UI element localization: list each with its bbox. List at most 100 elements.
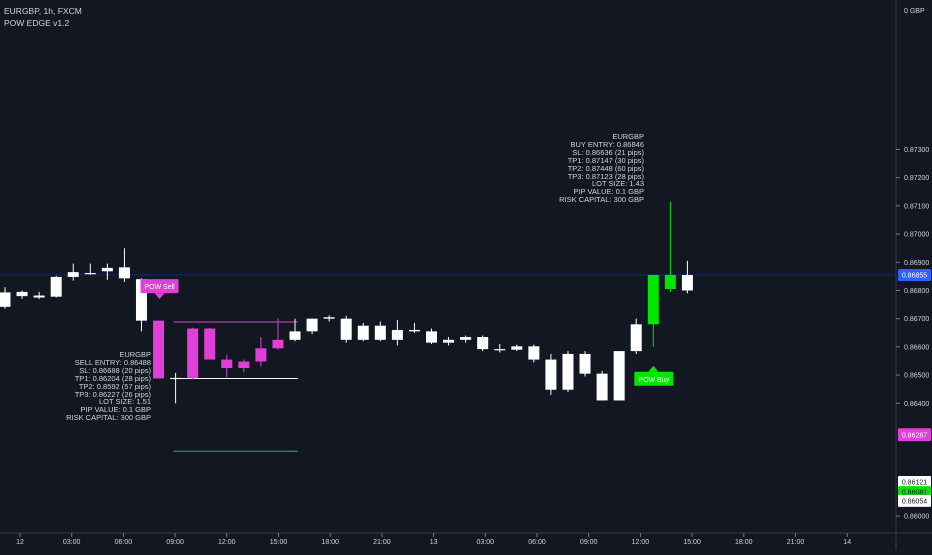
- candle-body[interactable]: [664, 274, 676, 290]
- candle-body[interactable]: [511, 346, 523, 350]
- price-tick-label: 0.87100: [904, 203, 929, 210]
- time-tick-label: 18:00: [735, 539, 753, 546]
- candle-body[interactable]: [477, 337, 489, 350]
- price-tick-label: 0.87200: [904, 175, 929, 182]
- buy-info-panel: EURGBP BUY ENTRY: 0.86846 SL: 0.86636 (21 …: [559, 133, 644, 204]
- buy-info-line: BUY ENTRY: 0.86846: [570, 139, 644, 149]
- candle-body[interactable]: [289, 331, 301, 340]
- price-tag: [898, 429, 931, 442]
- candle-body[interactable]: [204, 328, 216, 360]
- candle-body[interactable]: [374, 325, 386, 340]
- candle-body[interactable]: [391, 329, 403, 340]
- time-tick-label: 12: [16, 539, 24, 546]
- candle-body[interactable]: [613, 351, 625, 401]
- sell-info-line: TP2: 0.8592 (57 pips): [78, 381, 151, 391]
- candle-body[interactable]: [238, 361, 250, 369]
- price-tick-label: 0.87000: [904, 232, 929, 239]
- candle-body[interactable]: [170, 377, 182, 380]
- time-tick-label: 15:00: [683, 539, 701, 546]
- sell-signal-arrow: [154, 293, 165, 300]
- price-tick-label: 0.86900: [904, 260, 929, 267]
- price-tag-label: 0.86855: [902, 272, 927, 279]
- sell-info-line: TP1: 0.86204 (28 pips): [74, 373, 151, 383]
- candle-body[interactable]: [255, 348, 267, 362]
- buy-info-line: SL: 0.86636 (21 pips): [572, 147, 644, 157]
- price-tag-label: 0.86054: [902, 498, 927, 505]
- time-tick-label: 06:00: [528, 539, 546, 546]
- price-tick-label: 0.86700: [904, 316, 929, 323]
- price-tick-label: 0.86000: [904, 514, 929, 521]
- candle-body[interactable]: [0, 292, 11, 307]
- sell-info-line: SELL ENTRY: 0.86488: [74, 357, 151, 367]
- sell-info-panel: EURGBP SELL ENTRY: 0.86488 SL: 0.86688 (20…: [66, 351, 151, 422]
- candle-body[interactable]: [443, 339, 455, 343]
- candle-body[interactable]: [16, 291, 28, 297]
- candle-body[interactable]: [562, 353, 574, 390]
- candle-body[interactable]: [681, 274, 693, 291]
- sell-info-line: RISK CAPITAL: 300 GBP: [66, 413, 151, 423]
- price-tick-label: 0.86400: [904, 401, 929, 408]
- candle-body[interactable]: [272, 339, 284, 349]
- candle-body[interactable]: [33, 295, 45, 298]
- buy-info-line: TP3: 0.87123 (28 pips): [567, 171, 644, 181]
- candle-body[interactable]: [135, 279, 147, 321]
- sell-signal-label: POW Sell: [144, 284, 175, 291]
- time-tick-label: 18:00: [321, 539, 339, 546]
- sell-info-line: EURGBP: [119, 350, 151, 359]
- buy-info-line: TP2: 0.87448 (60 pips): [567, 163, 644, 173]
- candle-body[interactable]: [528, 346, 540, 360]
- price-tag: [898, 475, 931, 488]
- candle-body[interactable]: [596, 373, 608, 401]
- time-tick-label: 09:00: [166, 539, 184, 546]
- buy-signal-arrow: [648, 365, 659, 372]
- candle-body[interactable]: [357, 325, 369, 340]
- buy-info-line: LOT SIZE: 1.43: [592, 179, 644, 189]
- price-tag-label: 0.86081: [902, 490, 927, 497]
- candle-body[interactable]: [187, 328, 199, 378]
- symbol-title[interactable]: EURGBP, 1h, FXCM: [4, 6, 82, 16]
- sell-info-line: SL: 0.86688 (20 pips): [79, 365, 151, 375]
- sell-info-line: PIP VALUE: 0.1 GBP: [80, 405, 151, 415]
- candle-body[interactable]: [84, 272, 96, 275]
- candle-body[interactable]: [460, 337, 472, 340]
- candle-body[interactable]: [101, 267, 113, 272]
- candle-body[interactable]: [340, 318, 352, 340]
- buy-info-line: TP1: 0.87147 (30 pips): [567, 155, 644, 165]
- candle-body[interactable]: [153, 320, 165, 379]
- candle-body[interactable]: [118, 267, 130, 279]
- buy-signal-badge[interactable]: [634, 371, 674, 386]
- candle-body[interactable]: [647, 274, 659, 325]
- candle-body[interactable]: [426, 331, 437, 343]
- candle-body[interactable]: [494, 349, 506, 351]
- candle-body[interactable]: [221, 359, 233, 369]
- candle-body[interactable]: [545, 359, 557, 390]
- chart-header: EURGBP, 1h, FXCM POW EDGE v1.2: [4, 5, 82, 29]
- price-tick-label: 0.86500: [904, 373, 929, 380]
- price-tick-label: 0.86800: [904, 288, 929, 295]
- time-tick-label: 21:00: [787, 539, 805, 546]
- price-tag-label: 0.86121: [902, 479, 927, 486]
- indicator-title[interactable]: POW EDGE v1.2: [4, 18, 70, 28]
- buy-signal-label: POW Buy: [638, 377, 669, 384]
- time-tick-label: 21:00: [373, 539, 391, 546]
- time-tick-label: 12:00: [632, 539, 650, 546]
- time-tick-label: 14: [843, 539, 851, 546]
- candle-body[interactable]: [579, 353, 591, 374]
- candle-body[interactable]: [630, 324, 642, 352]
- price-tick-label: 0.86600: [904, 344, 929, 351]
- candle-body[interactable]: [323, 317, 335, 319]
- time-tick-label: 13: [430, 539, 438, 546]
- buy-info-line: RISK CAPITAL: 300 GBP: [559, 195, 644, 205]
- candle-body[interactable]: [67, 272, 79, 277]
- sell-info-line: LOT SIZE: 1.51: [99, 397, 151, 407]
- price-axis-currency-label: 0 GBP: [904, 8, 925, 15]
- candle-body[interactable]: [408, 329, 420, 332]
- candle-body[interactable]: [50, 276, 62, 297]
- candle-body[interactable]: [306, 318, 318, 332]
- sell-info-line: TP3: 0.86227 (26 pips): [74, 389, 151, 399]
- sell-signal-badge[interactable]: [140, 279, 179, 294]
- buy-info-line: EURGBP: [612, 132, 644, 141]
- time-tick-label: 15:00: [270, 539, 288, 546]
